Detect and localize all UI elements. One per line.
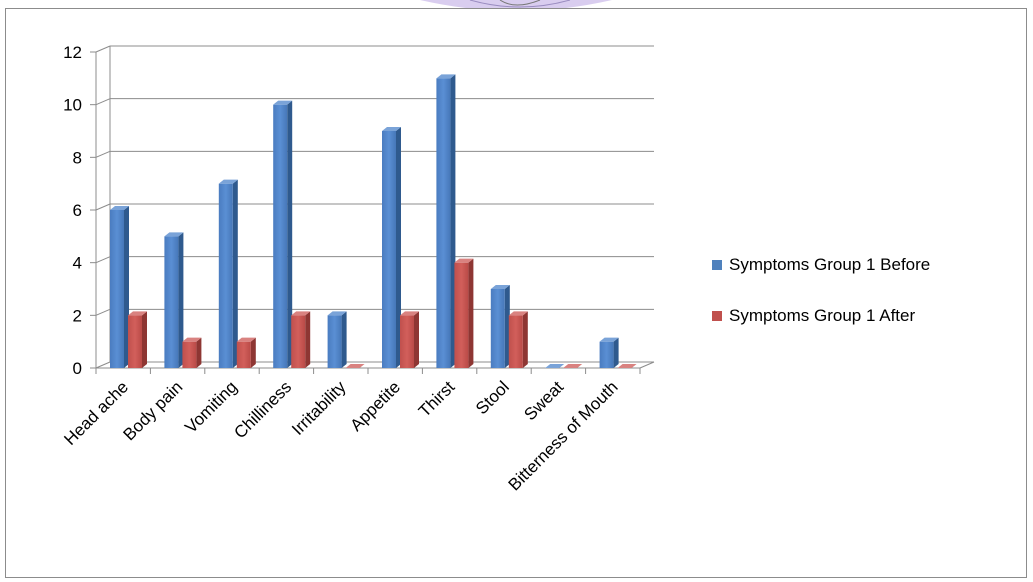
y-tick-label: 2 bbox=[73, 306, 82, 325]
x-category-label: Irritability bbox=[288, 377, 350, 439]
bar-after bbox=[617, 364, 637, 368]
legend-swatch bbox=[712, 311, 722, 321]
bar-before bbox=[382, 127, 401, 368]
bar-before bbox=[110, 206, 129, 368]
gridline-side bbox=[95, 150, 111, 158]
legend-entry: Symptoms Group 1 After bbox=[712, 306, 915, 325]
bar-after bbox=[345, 364, 365, 368]
bar-after bbox=[454, 258, 474, 368]
gridline-side bbox=[95, 361, 111, 369]
x-category-label: Chilliness bbox=[230, 377, 295, 442]
bar-before bbox=[164, 232, 184, 368]
bar-after bbox=[236, 337, 256, 368]
y-tick-label: 4 bbox=[73, 254, 82, 273]
bar-after bbox=[563, 364, 583, 368]
bar-after bbox=[508, 311, 528, 368]
bar-after bbox=[400, 311, 419, 368]
legend-label: Symptoms Group 1 After bbox=[729, 306, 915, 325]
bar-after bbox=[128, 311, 147, 368]
x-category-label: Head ache bbox=[60, 377, 132, 449]
legend: Symptoms Group 1 Before Symptoms Group 1 … bbox=[712, 255, 930, 325]
bar-before bbox=[327, 311, 347, 368]
bar-before bbox=[490, 285, 510, 368]
y-axis-tick-labels: 0 2 4 6 8 10 12 bbox=[63, 43, 82, 378]
bar-after bbox=[291, 311, 311, 368]
legend-swatch bbox=[712, 260, 722, 270]
floor-right-edge bbox=[639, 361, 655, 369]
y-tick-label: 12 bbox=[63, 43, 82, 62]
x-category-label: Bitterness of Mouth bbox=[505, 377, 622, 494]
x-category-label: Sweat bbox=[520, 377, 567, 424]
bar-before bbox=[436, 74, 456, 368]
y-tick-label: 8 bbox=[73, 148, 82, 167]
gridline-side bbox=[95, 98, 111, 106]
legend-entry: Symptoms Group 1 Before bbox=[712, 255, 930, 274]
bars bbox=[110, 74, 637, 369]
x-category-label: Body pain bbox=[120, 377, 187, 444]
y-tick-label: 0 bbox=[73, 359, 82, 378]
gridline-side bbox=[95, 45, 111, 53]
legend-label: Symptoms Group 1 Before bbox=[729, 255, 930, 274]
gridline-side bbox=[95, 308, 111, 316]
bar-before bbox=[273, 100, 293, 369]
bar-before bbox=[545, 364, 565, 368]
bar-before bbox=[218, 179, 238, 368]
bar-before bbox=[599, 337, 619, 368]
x-category-label: Stool bbox=[472, 377, 513, 418]
x-category-label: Appetite bbox=[346, 377, 404, 435]
x-category-label: Thirst bbox=[415, 377, 459, 421]
bar-after bbox=[182, 337, 202, 368]
y-tick-label: 10 bbox=[63, 96, 82, 115]
y-tick-label: 6 bbox=[73, 201, 82, 220]
gridline-side bbox=[95, 203, 111, 211]
gridline-side bbox=[95, 256, 111, 264]
